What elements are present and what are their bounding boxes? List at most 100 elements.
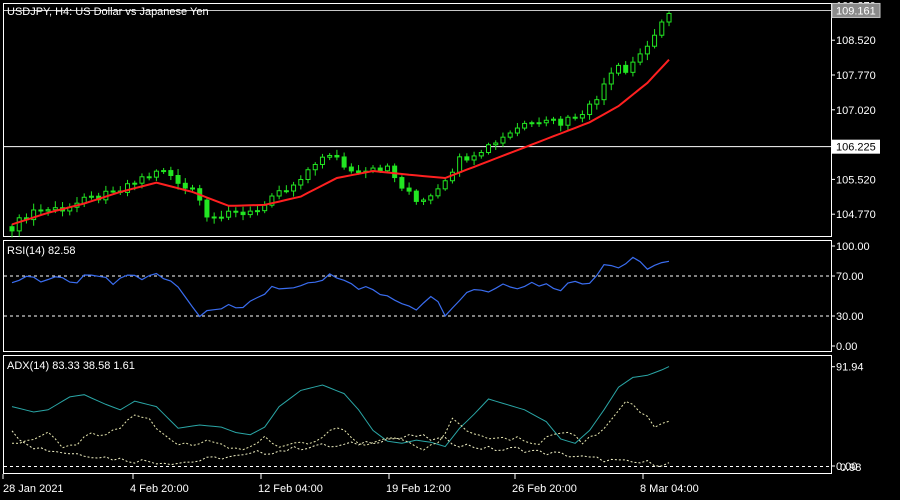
candle [254,204,260,216]
moving-average-line [11,59,670,226]
candle [572,113,578,121]
candle [233,207,239,218]
candle [9,224,15,238]
rsi-line [11,256,670,318]
candle [319,153,325,169]
time-tick-label: 19 Feb 12:00 [386,483,451,495]
adx-tick-label: 91.94 [836,362,864,374]
adx-line [11,366,670,448]
candle [16,214,22,237]
horizontal-level-label-box [832,139,880,154]
candle [659,19,665,38]
candle [247,206,253,218]
adx-title: ADX(14) 83.33 38.58 1.61 [7,360,135,372]
time-tick-label: 4 Feb 20:00 [130,483,189,495]
candle [594,95,600,110]
price-tick-label: 105.520 [836,174,876,186]
candle [421,197,427,205]
horizontal-level-label: 106.225 [836,142,876,154]
candle [276,185,282,200]
candle [204,197,210,222]
candle [652,29,658,49]
price-tick-label: 104.770 [836,209,876,221]
candle [406,182,412,195]
candle [334,149,340,161]
candle [522,120,528,131]
candle [226,205,232,221]
candle [471,151,477,166]
adx-panel-frame [3,355,832,474]
rsi-title: RSI(14) 82.58 [7,245,75,257]
candle [45,207,51,216]
candle [644,40,650,61]
candle [551,116,556,125]
candle [565,114,571,131]
candle [125,179,131,197]
candle [500,132,506,147]
candle [486,142,492,155]
candle [218,210,224,222]
candle [153,169,159,181]
price-tick-label: 107.770 [836,70,876,82]
candle [384,163,390,173]
candle [630,56,636,77]
candle [240,206,246,221]
price-tick-label: 108.520 [836,35,876,47]
candle [507,130,513,140]
candle [31,203,37,226]
candle [558,116,564,132]
candle [435,184,441,199]
candle [211,212,217,224]
plus-di-line [11,400,670,451]
candle [298,175,304,190]
candle [348,163,354,174]
rsi-tick-label: 0.00 [836,341,857,353]
candle [327,153,333,161]
candle [536,117,542,127]
candle [579,110,585,123]
candle [341,152,347,170]
adx-tick-label: 0.00 [836,461,857,473]
candle [666,11,672,27]
candle [623,61,629,75]
candle [615,62,621,76]
candle [601,77,607,106]
candle [146,172,152,181]
rsi-tick-label: 30.00 [836,311,864,323]
candle [161,167,167,174]
candle [305,167,311,184]
candle [399,175,405,192]
candle [182,178,188,195]
candle [110,186,116,194]
rsi-tick-label: 100.00 [836,241,870,253]
price-chart-title: USDJPY, H4: US Dollar vs Japanese Yen [7,6,209,18]
minus-di-line [11,430,670,467]
candle [478,149,484,159]
current-price-box [831,2,881,18]
candle [428,193,434,205]
candle [175,169,181,190]
candle [38,204,44,215]
time-tick-label: 12 Feb 04:00 [258,483,323,495]
candle [637,48,643,66]
candle [269,193,275,208]
candle [88,191,94,200]
candle [514,122,520,137]
candle [168,166,174,181]
candle [608,67,614,91]
candle [413,189,419,205]
candle [283,185,289,194]
candle [543,116,549,127]
candle [442,177,448,191]
price-tick-label: 107.020 [836,105,876,117]
candle [493,140,499,150]
candle [312,162,318,176]
rsi-tick-label: 70.00 [836,271,864,283]
time-tick-label: 8 Mar 04:00 [640,483,699,495]
time-tick-label: 28 Jan 2021 [3,483,64,495]
time-tick-label: 26 Feb 20:00 [512,483,577,495]
candle [464,153,470,163]
candle [291,181,297,197]
current-price-label: 109.161 [836,5,876,17]
